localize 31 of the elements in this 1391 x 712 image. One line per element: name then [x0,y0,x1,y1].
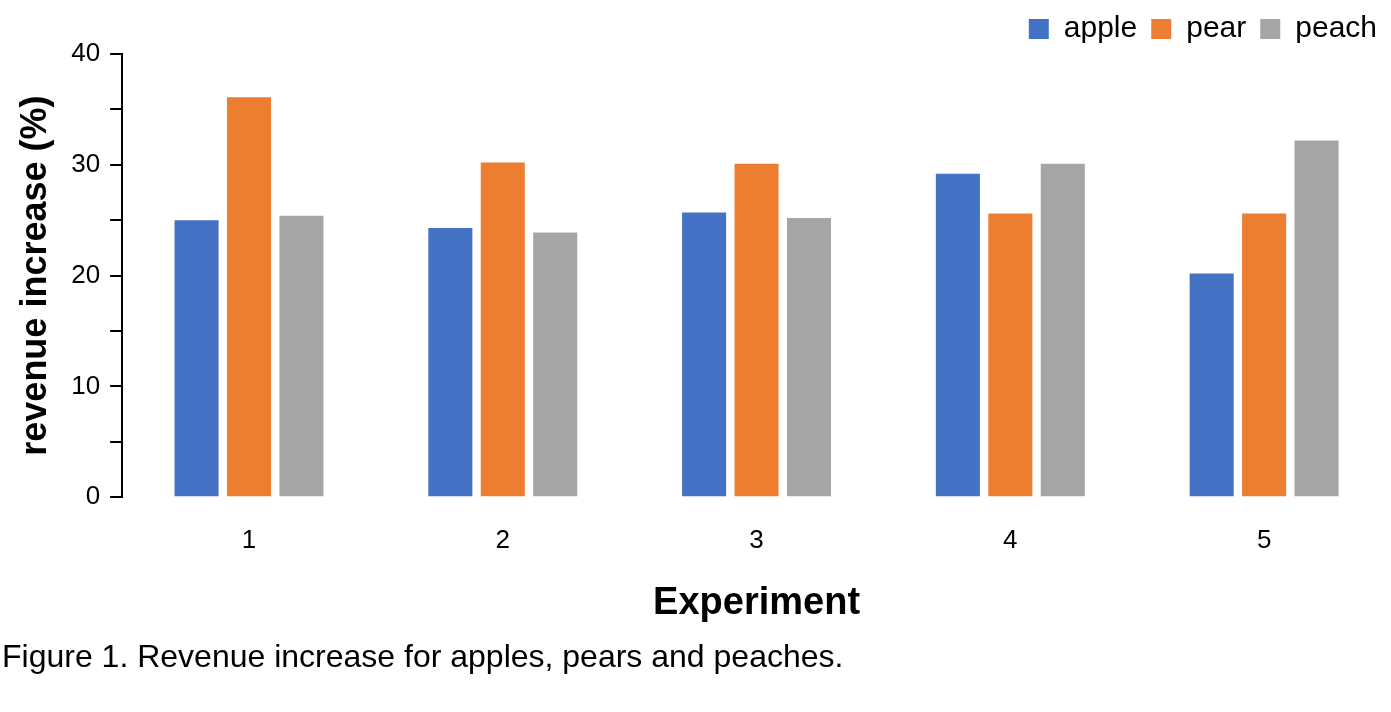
legend-label: apple [1063,10,1138,44]
legend-label: peach [1295,10,1378,44]
y-axis-title: revenue increase (%) [12,95,54,456]
x-tick-label: 5 [1256,523,1272,554]
bar [226,97,272,497]
y-tick-label: 10 [71,369,101,400]
bar [682,212,727,497]
y-tick-label: 0 [85,480,101,511]
bar [279,215,324,497]
bar [988,213,1033,497]
bar [935,173,980,497]
bar [1242,213,1287,497]
bar [428,227,473,497]
bar [480,162,525,497]
caption: Figure 1. Revenue increase for apples, pears and peaches. [1,637,845,675]
bar [786,217,832,497]
bar [1189,273,1234,497]
bar [533,232,578,497]
y-tick-label: 30 [71,147,101,178]
bar [1294,140,1339,497]
x-tick-label: 4 [1003,523,1018,554]
bar [1040,163,1085,497]
x-tick-label: 1 [241,523,257,554]
y-tick-label: 20 [71,258,101,289]
y-tick-label: 40 [71,37,101,68]
bar [174,220,219,497]
x-axis-title: Experiment [653,579,861,622]
bar [734,163,779,497]
legend-label: pear [1186,10,1247,44]
x-tick-label: 3 [749,523,764,554]
x-tick-label: 2 [495,523,511,554]
